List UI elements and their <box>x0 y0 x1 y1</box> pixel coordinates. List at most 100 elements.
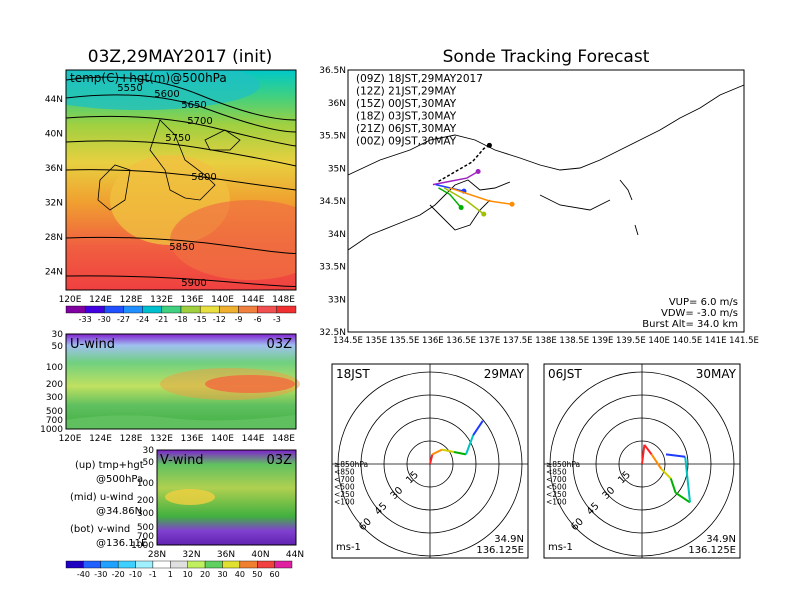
colorbar-label: -33 <box>79 315 92 324</box>
wind-colorbar-swatch <box>274 560 293 569</box>
contour-label: 5700 <box>187 116 212 127</box>
vwind-y-tick: 300 <box>137 509 154 519</box>
colorbar-swatch <box>199 305 220 314</box>
track-lat-tick: 32.5N <box>319 328 346 338</box>
wind-colorbar: -40 -30 -20 -10 -1 1 10 20 30 40 50 60 <box>65 560 293 579</box>
uwind-y-tick: 500 <box>46 407 63 417</box>
uwind-x-ticks: 120E 124E 128E 132E 136E 140E 144E 148E <box>59 434 296 444</box>
track-map-frame <box>347 69 745 333</box>
uwind-x-tick: 148E <box>272 434 295 444</box>
colorbar-swatch <box>238 305 258 314</box>
hodograph-legend-entry: <100 <box>334 498 355 507</box>
hodograph-trace <box>660 468 672 480</box>
legend-line-4: @34.86N <box>96 506 142 517</box>
wind-colorbar-label: -10 <box>129 570 142 579</box>
map-lat-tick: 44N <box>45 95 63 105</box>
hodograph-trace <box>453 451 467 456</box>
legend-line-2: @500hPa <box>96 474 143 485</box>
colorbar-swatch <box>142 305 163 314</box>
hodograph-legend-entry: <100 <box>546 498 567 507</box>
right-title: Sonde Tracking Forecast <box>443 47 650 67</box>
contour-label: 5550 <box>117 83 142 94</box>
hodograph-unit: ms-1 <box>336 542 361 553</box>
contour-label: 5800 <box>191 172 216 183</box>
wind-colorbar-label: -1 <box>149 570 157 579</box>
colorbar-swatch <box>104 305 124 314</box>
vwind-y-tick: 1000 <box>131 541 154 551</box>
colorbar-label: -30 <box>98 315 111 324</box>
track-legend-entry: (09Z) 18JST,29MAY2017 <box>356 73 483 85</box>
uwind-x-tick: 144E <box>242 434 265 444</box>
vwind-y-tick: 500 <box>137 523 154 533</box>
map-lon-tick: 144E <box>242 295 265 305</box>
colorbar-label: -6 <box>254 315 262 324</box>
panel-legend: (up) tmp+hgt @500hPa (mid) u-wind @34.86… <box>70 460 147 549</box>
wind-colorbar-label: 20 <box>200 570 210 579</box>
sonde-tracks <box>432 142 515 217</box>
hodograph-trace <box>441 448 455 453</box>
uwind-x-tick: 128E <box>120 434 143 444</box>
track-legend-entry: (12Z) 21JST,29MAY <box>356 86 457 98</box>
map-lon-ticks: 120E 124E 128E 132E 136E 140E 144E 148E <box>59 295 296 305</box>
colorbar-label: -12 <box>213 315 226 324</box>
wind-colorbar-swatch <box>83 560 101 569</box>
vwind-x-tick: 36N <box>217 550 235 560</box>
uwind-x-tick: 140E <box>211 434 234 444</box>
track-lat-tick: 35N <box>328 164 346 174</box>
map-lon-tick: 132E <box>150 295 173 305</box>
track-lon-tick: 139E <box>592 336 614 346</box>
map-lon-tick: 124E <box>89 295 112 305</box>
hodograph-trace <box>429 454 434 465</box>
contour-label: 5650 <box>181 100 206 111</box>
wind-colorbar-swatch <box>135 560 154 569</box>
vwind-y-tick: 100 <box>137 479 154 489</box>
track-lon-tick: 140E <box>648 336 670 346</box>
track-legend-entry: (15Z) 00JST,30MAY <box>356 98 457 110</box>
map-lon-tick: 148E <box>272 295 295 305</box>
sonde-track-line <box>438 187 462 209</box>
wind-colorbar-label: 40 <box>235 570 245 579</box>
vwind-y-tick: 30 <box>143 446 155 456</box>
hodograph-lat: 34.9N <box>706 534 736 545</box>
wind-colorbar-label: 60 <box>270 570 280 579</box>
contour-label: 5750 <box>165 133 190 144</box>
legend-line-3: (mid) u-wind <box>70 492 133 503</box>
uwind-x-tick: 120E <box>59 434 82 444</box>
legend-line-1: (up) tmp+hgt <box>75 460 144 471</box>
map-overlay-label: temp(C)+hgt(m)@500hPa <box>70 71 227 85</box>
uwind-x-tick: 136E <box>181 434 204 444</box>
track-lon-tick: 140.5E <box>673 336 703 346</box>
wind-colorbar-label: 50 <box>252 570 262 579</box>
track-lon-tick: 138E <box>535 336 557 346</box>
wind-colorbar-label: -40 <box>77 570 90 579</box>
legend-line-6: @136.11E <box>96 538 147 549</box>
track-lon-tick: 135E <box>365 336 387 346</box>
hodograph-lon: 136.125E <box>688 545 736 556</box>
wind-colorbar-swatch <box>170 560 188 569</box>
track-lon-ticks: 134.5E 135E 135.5E 136E 136.5E 137E 137.5E 138E… <box>333 336 759 346</box>
map-lon-tick: 136E <box>181 295 204 305</box>
wind-colorbar-label: -20 <box>112 570 125 579</box>
colorbar-swatch <box>257 305 278 314</box>
contour-label: 5900 <box>181 278 206 289</box>
vwind-x-tick: 32N <box>182 550 200 560</box>
track-lon-tick: 136.5E <box>446 336 476 346</box>
wind-colorbar-swatch <box>257 560 275 569</box>
map-lon-tick: 140E <box>211 295 234 305</box>
colorbar-label: -21 <box>155 315 168 324</box>
param-burst: Burst Alt= 34.0 km <box>642 319 738 330</box>
track-legend: (09Z) 18JST,29MAY2017(12Z) 21JST,29MAY(1… <box>356 73 483 148</box>
track-lat-tick: 36.5N <box>319 66 346 76</box>
track-lon-tick: 134.5E <box>333 336 363 346</box>
track-lon-tick: 137E <box>479 336 501 346</box>
contour-label: 5850 <box>169 242 194 253</box>
uwind-y-tick: 200 <box>46 380 63 390</box>
vwind-y-tick: 700 <box>137 532 154 542</box>
wind-colorbar-label: 30 <box>217 570 227 579</box>
uwind-y-tick: 30 <box>52 330 64 340</box>
